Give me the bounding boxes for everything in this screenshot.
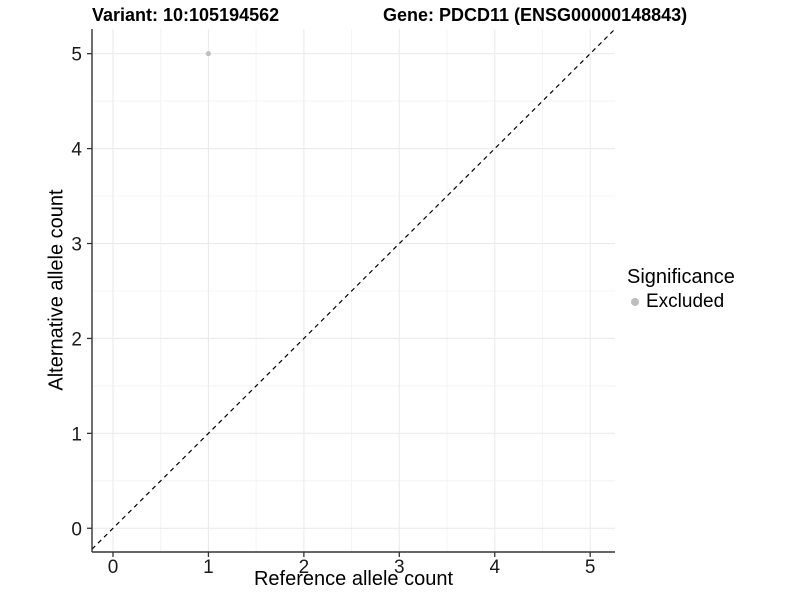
identity-dashed-line [91, 28, 616, 550]
major-gridlines [92, 29, 615, 552]
legend-title: Significance [627, 266, 735, 288]
identity-line [91, 28, 616, 550]
plot-title-variant: Variant: 10:105194562 [92, 5, 280, 25]
minor-gridlines [92, 29, 615, 552]
y-axis-title: Alternative allele count [45, 189, 68, 391]
x-tick-label: 1 [203, 557, 214, 578]
data-points [205, 51, 211, 57]
legend-entry: Excluded [627, 291, 735, 313]
axis-tick-marks [87, 53, 591, 557]
x-axis-title: Reference allele count [253, 568, 453, 590]
x-tick-label: 0 [108, 557, 119, 578]
data-point [205, 51, 211, 57]
y-tick-label: 4 [71, 140, 82, 161]
y-tick-label: 3 [71, 235, 82, 256]
x-tick-label: 5 [585, 557, 596, 578]
plot-title-gene: Gene: PDCD11 (ENSG00000148843) [383, 5, 688, 25]
x-tick-label: 4 [489, 557, 500, 578]
axis-lines [91, 29, 615, 553]
y-tick-label: 2 [71, 329, 82, 350]
x-tick-label: 3 [394, 557, 405, 578]
x-tick-label: 2 [299, 557, 310, 578]
legend: Significance Excluded [627, 265, 735, 313]
y-tick-label: 5 [71, 45, 82, 66]
legend-entry-label: Excluded [646, 291, 725, 312]
legend-entries: Excluded [627, 291, 735, 313]
y-tick-label: 0 [71, 519, 82, 540]
y-tick-label: 1 [71, 424, 82, 445]
legend-key-dot [631, 298, 639, 306]
axis-tick-labels: 0 1 2 3 4 5 0 1 2 3 4 5 [71, 45, 595, 578]
